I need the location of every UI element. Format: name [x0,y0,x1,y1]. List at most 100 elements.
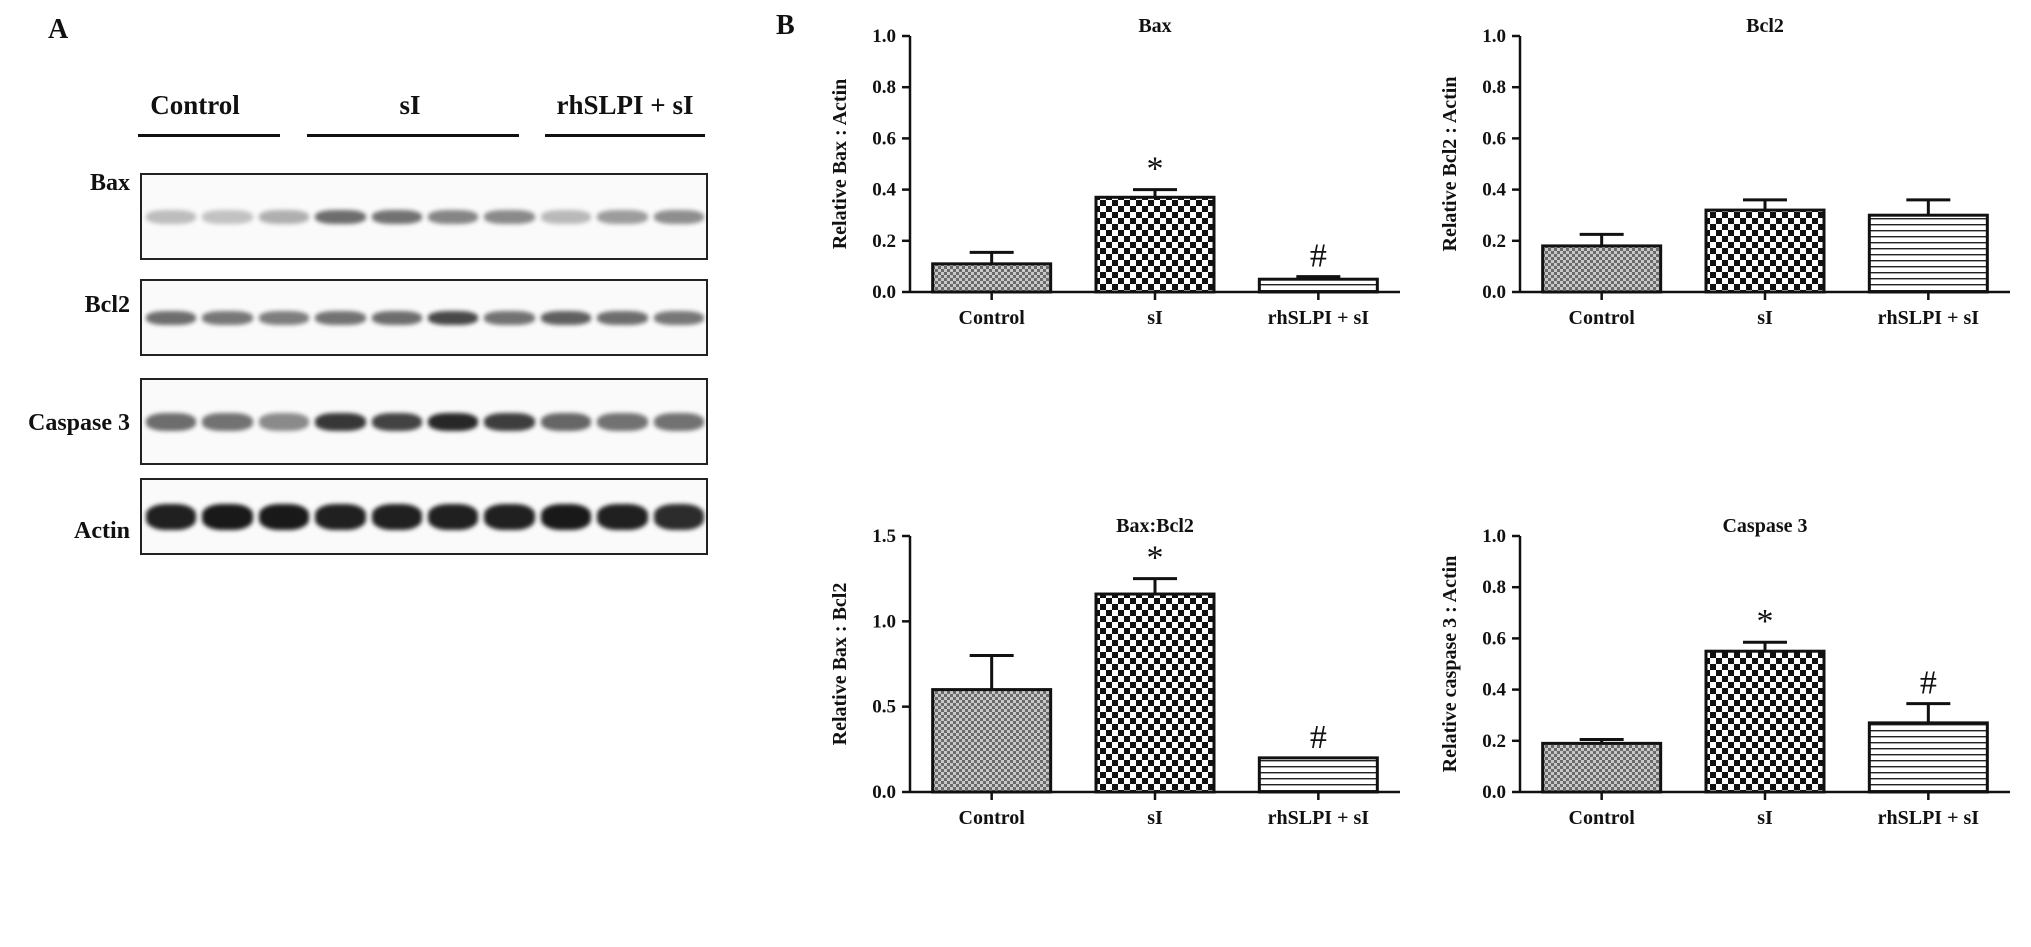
band-label-bcl2: Bcl2 [84,292,130,318]
y-tick-label: 0.4 [872,180,896,201]
blot-band [653,503,704,530]
x-tick-label: sI [1147,807,1163,829]
significance-marker: # [1310,719,1327,756]
band-label-actin: Actin [74,518,130,544]
y-tick-label: 0.6 [872,128,896,149]
x-tick-label: Control [959,807,1026,829]
chart-title: Bcl2 [1746,15,1784,37]
blot-band [202,412,253,431]
y-tick-label: 0.8 [1482,77,1506,98]
y-tick-label: 1.0 [872,26,896,47]
blot-strip-bax [140,173,708,260]
blot-band [428,209,479,224]
blot-band [597,310,648,325]
bar [1867,213,1989,294]
blot-band [258,310,310,325]
blot-band [484,412,535,431]
bax-bar-chart: Bax Relative Bax : Actin 0.0 0.2 0.4 0.6 0.8 1.… [829,15,1400,329]
blot-band [597,412,648,431]
blot-band [146,503,197,530]
blot-band [371,412,422,431]
blot-band [371,310,422,325]
y-tick-label: 0.8 [1482,577,1506,598]
blot-band [202,209,253,224]
blot-band [484,310,535,325]
chart-title: Caspase 3 [1722,515,1807,537]
blot-band [484,209,535,224]
blot-band [315,209,366,224]
bar [1257,756,1379,794]
bax-bcl2-ratio-bar-chart: Bax:Bcl2 Relative Bax : Bcl2 0.0 0.5 1.0 1.5 C… [829,515,1400,829]
bcl2-bar-chart: Bcl2 Relative Bcl2 : Actin 0.0 0.2 0.4 0.6 0.8… [1439,15,2010,329]
blot-band [315,412,366,431]
y-axis-title: Relative Bax : Bcl2 [829,583,851,746]
y-tick-label: 0.6 [1482,628,1506,649]
band-label-caspase3: Caspase 3 [27,410,130,436]
x-tick-label: rhSLPI + sI [1878,307,1980,329]
y-axis-title: Relative Bax : Actin [829,79,851,250]
x-tick-label: Control [1569,807,1636,829]
x-tick-label: sI [1757,307,1773,329]
significance-marker: * [1147,540,1164,577]
x-tick-label: rhSLPI + sI [1268,307,1370,329]
y-tick-label: 1.0 [872,611,896,632]
blot-strip-caspase3 [140,378,708,465]
blot-strip-bcl2 [140,279,708,356]
blot-band [428,310,479,325]
y-tick-label: 1.0 [1482,526,1506,547]
y-axis-title: Relative caspase 3 : Actin [1439,556,1461,773]
bar [1704,649,1826,794]
blot-band [202,503,253,530]
significance-marker: # [1310,238,1327,275]
bar [1541,741,1663,794]
blot-group-label-si: sI [399,90,421,120]
blot-band [258,503,310,530]
western-blot-panel: Control sI rhSLPI + sI Bax Bcl2 Caspase … [0,0,720,560]
x-tick-label: rhSLPI + sI [1268,807,1370,829]
y-tick-label: 0.2 [1482,231,1506,252]
blot-band [653,412,704,431]
bar [1094,592,1216,794]
blot-band [146,412,197,431]
blot-band [202,310,253,325]
blot-band [597,503,648,530]
x-tick-label: sI [1757,807,1773,829]
blot-band [371,503,422,530]
y-axis-title: Relative Bcl2 : Actin [1439,77,1461,252]
panel-a-letter: A [48,14,69,45]
blot-group-line-si [307,134,519,137]
blot-band [540,310,592,325]
y-tick-label: 0.0 [872,282,896,303]
y-tick-label: 0.5 [872,697,896,718]
blot-band [597,209,648,224]
significance-marker: # [1920,665,1937,702]
blot-group-line-control [138,134,280,137]
blot-strip-actin [140,478,708,555]
y-tick-label: 0.8 [872,77,896,98]
blot-band [146,310,197,325]
blot-band [258,412,310,431]
blot-band [540,412,592,431]
band-label-bax: Bax [89,170,130,196]
caspase3-bar-chart: Caspase 3 Relative caspase 3 : Actin 0.0 0.… [1439,515,2010,829]
bar [1094,195,1216,294]
x-tick-label: Control [1569,307,1636,329]
blot-band [371,209,422,224]
blot-band [146,209,197,224]
blot-band [428,503,479,530]
bar [1257,277,1379,294]
y-tick-label: 1.0 [1482,26,1506,47]
blot-band [653,310,704,325]
blot-band [540,503,592,530]
bar [1867,721,1989,794]
bar [931,688,1053,794]
blot-group-line-rhslpi-si [545,134,705,137]
bar [1541,244,1663,294]
y-tick-label: 0.2 [872,231,896,252]
bar [1704,208,1826,294]
y-tick-label: 1.5 [872,526,896,547]
blot-band [315,503,366,530]
y-tick-label: 0.4 [1482,180,1506,201]
bar [931,262,1053,294]
panel-b-letter: B [776,10,795,41]
